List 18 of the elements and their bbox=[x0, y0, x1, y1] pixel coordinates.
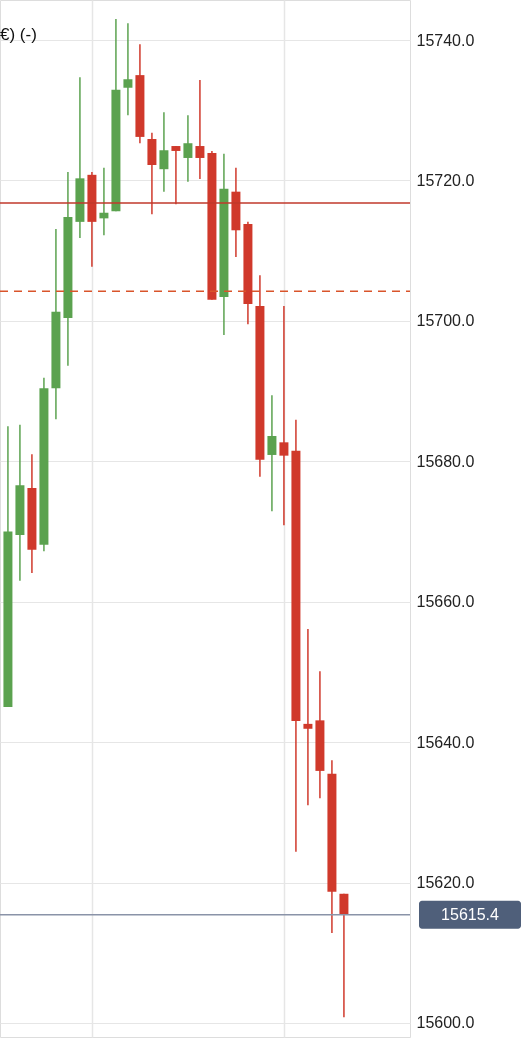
candlestick bbox=[279, 305, 289, 526]
candlestick bbox=[183, 114, 193, 183]
candlestick bbox=[159, 111, 169, 193]
y-tick-label: 15660.0 bbox=[416, 593, 475, 611]
y-tick-label: 15720.0 bbox=[416, 171, 475, 189]
y-tick-label: 15740.0 bbox=[416, 31, 475, 49]
ref-line-label: 15615.4 bbox=[441, 905, 500, 923]
candlestick bbox=[195, 79, 205, 180]
y-tick-label: 15640.0 bbox=[416, 733, 475, 751]
text: €) (-) bbox=[0, 25, 37, 44]
candlestick bbox=[267, 394, 277, 512]
y-tick-label: 15620.0 bbox=[416, 874, 475, 892]
y-tick-label: 15700.0 bbox=[416, 312, 475, 330]
candlestick bbox=[339, 893, 349, 1019]
y-tick-label: 15680.0 bbox=[416, 452, 475, 470]
y-tick-label: 15600.0 bbox=[416, 1014, 475, 1032]
candlestick bbox=[303, 628, 313, 807]
candlestick bbox=[123, 22, 133, 116]
